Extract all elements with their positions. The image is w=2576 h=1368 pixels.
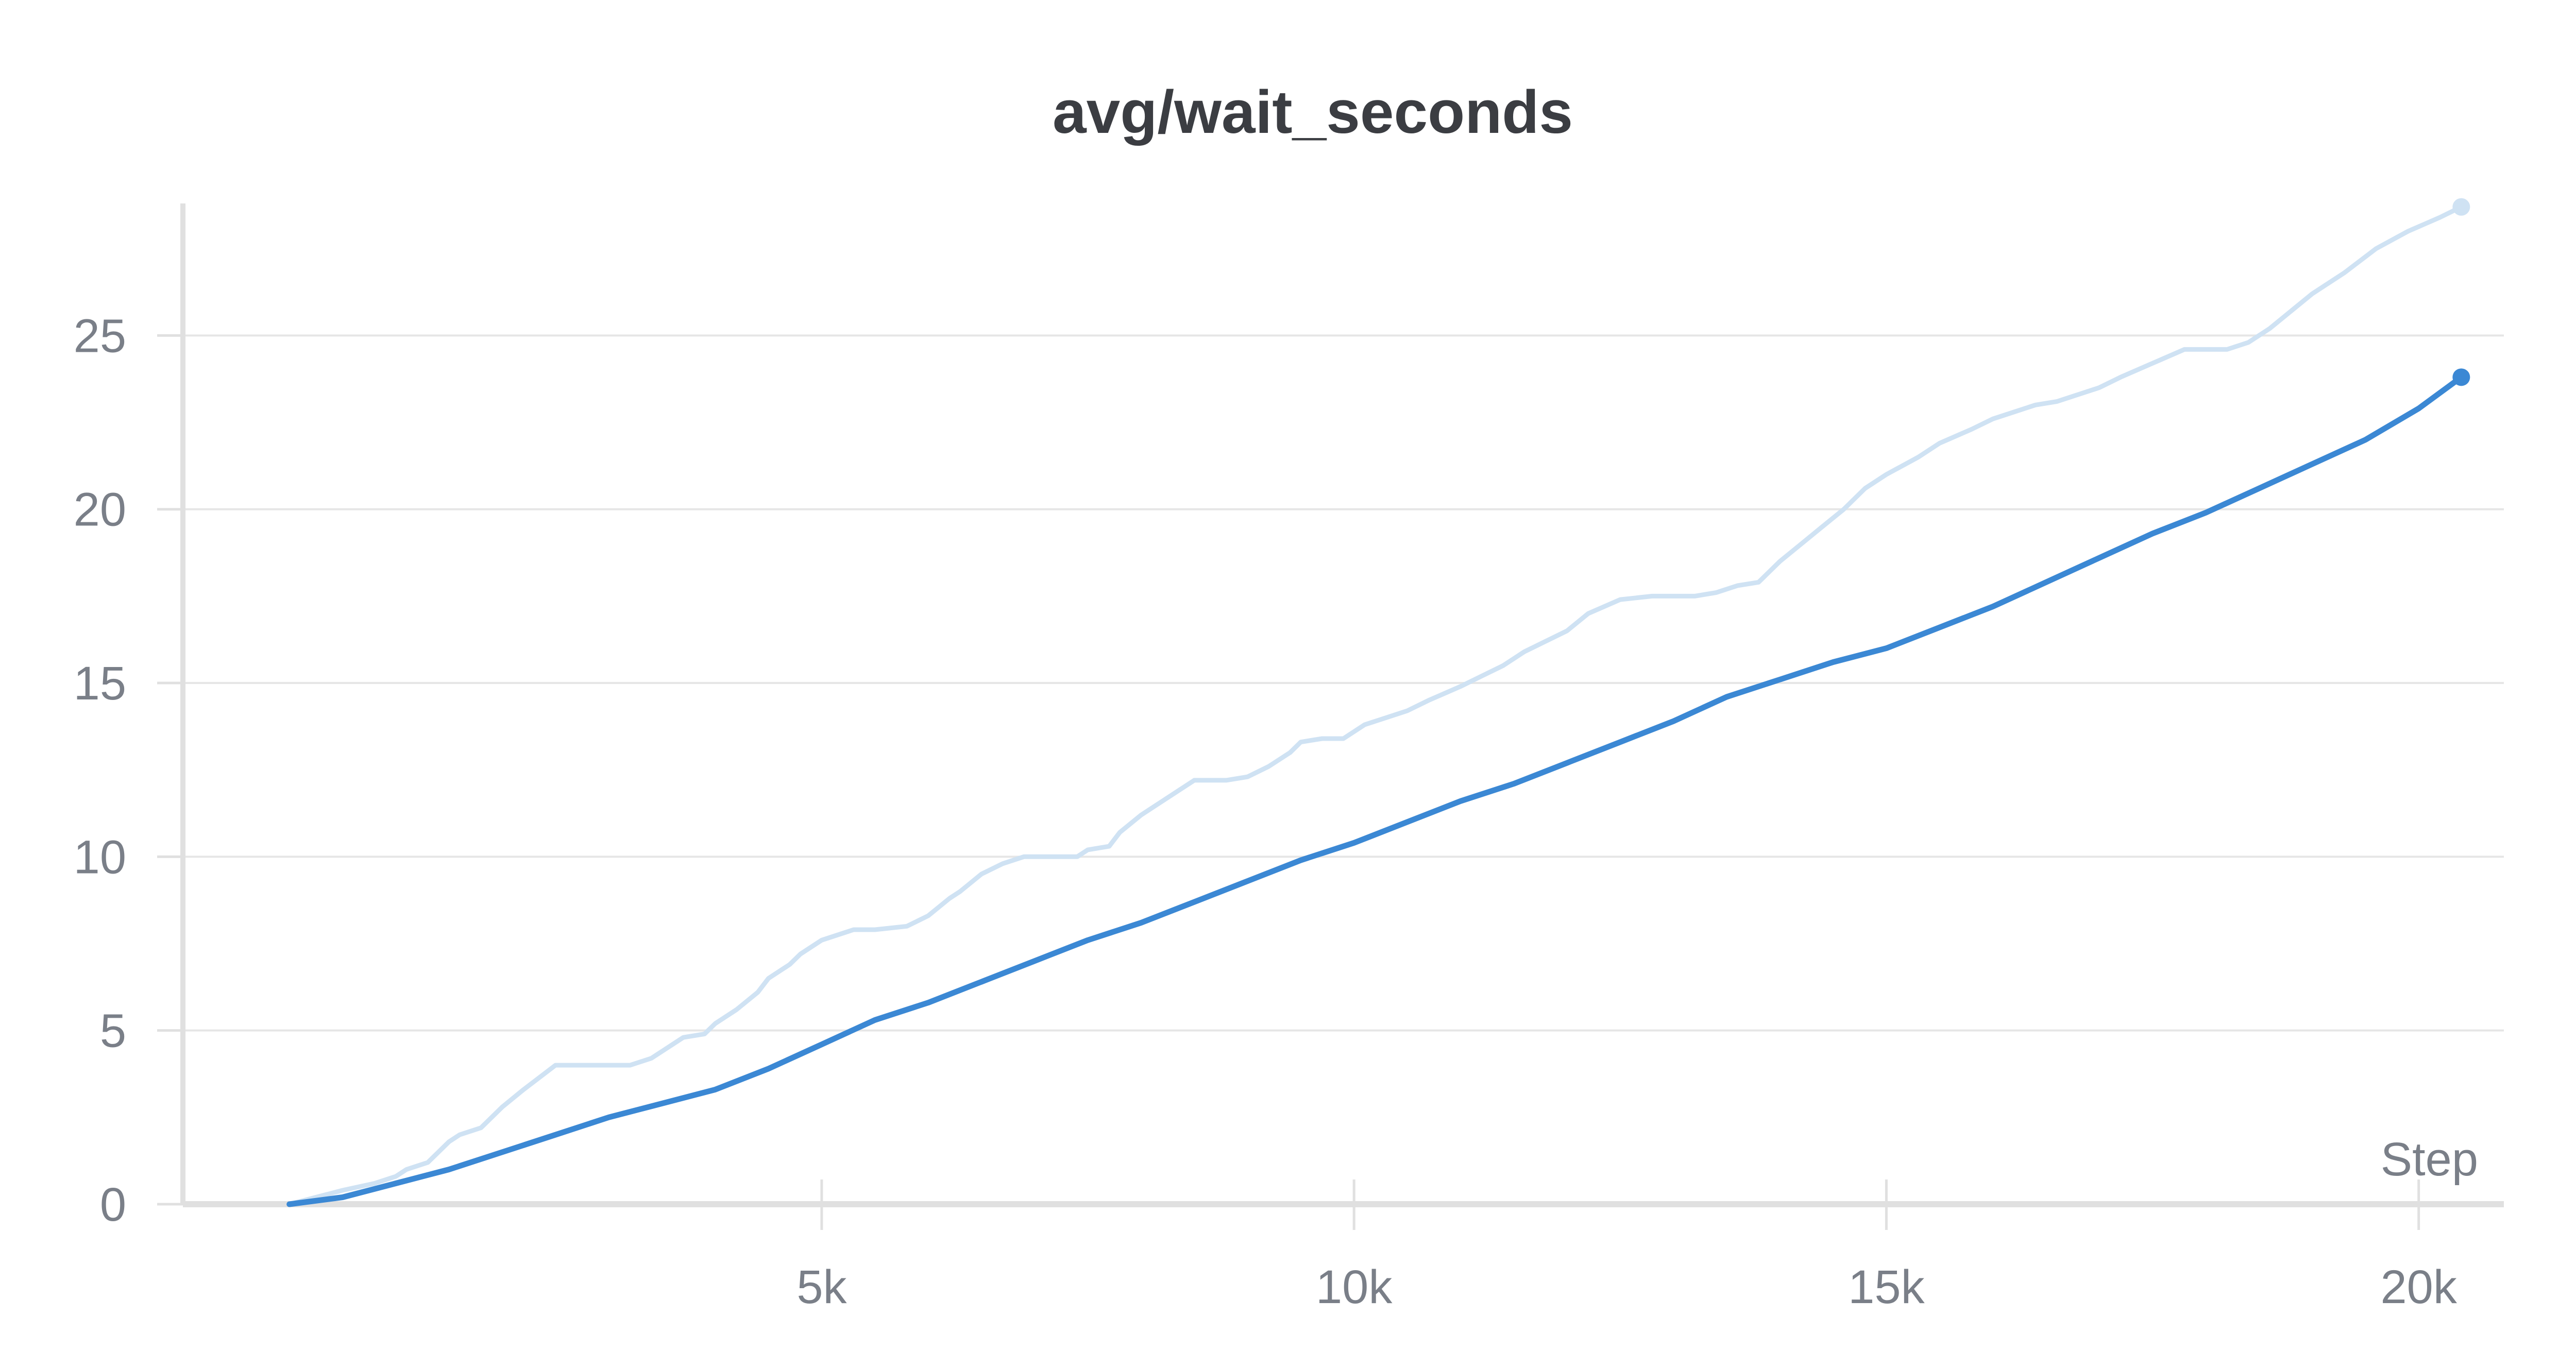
x-tick-label: 20k bbox=[2381, 1261, 2458, 1313]
y-tick-label: 25 bbox=[74, 310, 126, 362]
series-lines bbox=[286, 198, 2470, 1207]
y-tick-label: 0 bbox=[100, 1178, 126, 1231]
x-axis-ticks: 5k 10k 15k 20k bbox=[796, 1179, 2458, 1313]
x-tick-label: 5k bbox=[796, 1261, 847, 1313]
y-tick-label: 20 bbox=[74, 484, 126, 536]
x-tick-label: 15k bbox=[1848, 1261, 1925, 1313]
grid-lines bbox=[183, 334, 2504, 1032]
raw-series-line bbox=[287, 204, 2464, 1207]
chart-title: avg/wait_seconds bbox=[1053, 78, 1573, 146]
y-tick-label: 15 bbox=[74, 657, 126, 710]
x-axis-label: Step bbox=[2381, 1133, 2478, 1186]
smoothed-series-line bbox=[286, 374, 2464, 1207]
axes bbox=[180, 203, 2504, 1207]
y-tick-label: 5 bbox=[100, 1005, 126, 1057]
raw-series-end-marker bbox=[2452, 198, 2470, 216]
smoothed-series-end-marker bbox=[2452, 368, 2470, 386]
y-axis-ticks: 0 5 10 15 20 25 bbox=[74, 310, 183, 1231]
x-tick-label: 10k bbox=[1316, 1261, 1393, 1313]
y-tick-label: 10 bbox=[74, 831, 126, 883]
